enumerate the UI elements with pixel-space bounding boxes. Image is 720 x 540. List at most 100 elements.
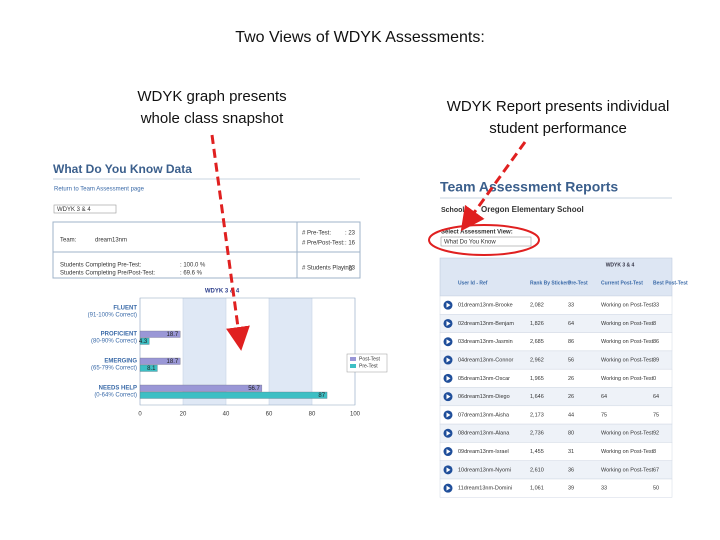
legend-label: Pre-Test bbox=[359, 363, 378, 369]
data-label: 8.1 bbox=[147, 366, 156, 372]
table-cell: 80 bbox=[568, 431, 574, 437]
play-icon bbox=[446, 375, 451, 381]
table-cell: 02dream13nm-Benjam bbox=[458, 321, 514, 327]
table-cell: 26 bbox=[568, 376, 574, 382]
category-range: (65-79% Correct) bbox=[91, 366, 137, 372]
table-cell: 39 bbox=[568, 486, 574, 492]
table-cell: 1,061 bbox=[530, 486, 544, 492]
wdyk-graph-screenshot: What Do You Know Data Return to Team Ass… bbox=[52, 162, 388, 418]
bar bbox=[139, 330, 181, 338]
table-cell: 2,610 bbox=[530, 467, 544, 473]
legend-swatch bbox=[350, 364, 356, 368]
chart-title: WDYK 3 & 4 bbox=[205, 289, 240, 295]
info-label: # Students Playing: bbox=[302, 266, 354, 272]
info-label: # Pre/Post-Test: bbox=[302, 241, 345, 247]
heading: What Do You Know Data bbox=[53, 162, 192, 176]
table-cell: 33 bbox=[653, 303, 659, 309]
table-cell: 1,826 bbox=[530, 321, 544, 327]
table-cell: 01dream13nm-Brooke bbox=[458, 303, 513, 309]
info-box bbox=[52, 221, 361, 279]
column-header: User Id - Ref bbox=[458, 280, 488, 286]
table-cell: 64 bbox=[653, 394, 659, 400]
info-label: Team: bbox=[60, 238, 77, 244]
info-label: Students Completing Pre-Test: bbox=[60, 263, 142, 269]
play-icon bbox=[446, 430, 451, 436]
bar bbox=[139, 391, 328, 399]
table-cell: 09dream13nm-Israel bbox=[458, 449, 509, 455]
table-cell: 03dream13nm-Jasmin bbox=[458, 339, 513, 345]
table-cell: 0 bbox=[653, 376, 656, 382]
caption: WDYK graph presents bbox=[137, 88, 286, 105]
category-label: NEEDS HELP bbox=[99, 386, 137, 392]
table-cell: 8 bbox=[653, 321, 656, 327]
plot-frame bbox=[139, 297, 356, 406]
bar bbox=[139, 337, 150, 345]
table-cell: 33 bbox=[601, 486, 607, 492]
table-cell: 8 bbox=[653, 449, 656, 455]
column-header: Best Post-Test bbox=[653, 280, 688, 286]
table-cell: 04dream13nm-Connor bbox=[458, 358, 514, 364]
table-cell: Working on Post-Test bbox=[601, 321, 654, 327]
table-cell: 67 bbox=[653, 467, 659, 473]
play-icon bbox=[446, 357, 451, 363]
category-range: (0-64% Correct) bbox=[94, 393, 137, 399]
table-cell: 2,173 bbox=[530, 412, 544, 418]
play-icon bbox=[446, 467, 451, 473]
legend-box bbox=[346, 353, 388, 373]
info-value: dream13nm bbox=[95, 238, 127, 244]
dropdown[interactable] bbox=[53, 204, 117, 214]
play-icon bbox=[446, 394, 451, 400]
view-label: Select Assessment View: bbox=[441, 230, 513, 236]
x-tick-label: 40 bbox=[223, 412, 230, 418]
table-cell: 50 bbox=[653, 486, 659, 492]
table-cell: 10dream13nm-Nyomi bbox=[458, 467, 511, 473]
column-header: Rank By Stickers bbox=[530, 280, 571, 286]
play-icon bbox=[446, 339, 451, 345]
link[interactable]: Return to Team Assessment page bbox=[54, 187, 145, 193]
table-row bbox=[439, 478, 673, 498]
table-cell: 64 bbox=[568, 321, 574, 327]
table-cell: Working on Post-Test bbox=[601, 339, 654, 345]
data-label: 4.3 bbox=[139, 339, 148, 345]
table-cell: 11dream13nm-Domini bbox=[458, 486, 512, 492]
info-label: Students Completing Pre/Post-Test: bbox=[60, 271, 155, 277]
table-cell: Working on Post-Test bbox=[601, 431, 654, 437]
dropdown[interactable] bbox=[440, 236, 532, 247]
table-cell: 08dream13nm-Alana bbox=[458, 431, 510, 437]
arrow bbox=[460, 141, 527, 232]
table-cell: 1,965 bbox=[530, 376, 544, 382]
school-label: School: bbox=[441, 207, 467, 214]
info-value: : 23 bbox=[345, 266, 356, 272]
table-cell: 75 bbox=[653, 412, 659, 418]
heading: Team Assessment Reports bbox=[440, 179, 618, 195]
bar bbox=[139, 384, 263, 392]
table-cell: Working on Post-Test bbox=[601, 303, 654, 309]
table-cell: 86 bbox=[653, 339, 659, 345]
slide-title: Two Views of WDYK Assessments: bbox=[235, 29, 485, 46]
table-cell: 75 bbox=[601, 412, 607, 418]
table-cell: 06dream13nm-Diego bbox=[458, 394, 510, 400]
table-header-bg bbox=[439, 257, 673, 297]
data-label: 18.7 bbox=[167, 359, 179, 365]
data-label: 56.7 bbox=[248, 386, 260, 392]
table-cell: 44 bbox=[568, 412, 574, 418]
column-header: Pre-Test bbox=[568, 280, 588, 286]
column-header: Current Post-Test bbox=[601, 280, 643, 286]
category-range: (80-90% Correct) bbox=[91, 339, 137, 345]
play-icon bbox=[446, 485, 451, 491]
group-header: WDYK 3 & 4 bbox=[606, 262, 635, 268]
table-cell: 33 bbox=[568, 303, 574, 309]
table-cell: 2,736 bbox=[530, 431, 544, 437]
table-cell: 05dream13nm-Oscar bbox=[458, 376, 510, 382]
info-value: : 16 bbox=[345, 241, 356, 247]
play-icon bbox=[446, 412, 451, 418]
caption: whole class snapshot bbox=[140, 110, 284, 127]
info-label: # Pre-Test: bbox=[302, 231, 331, 237]
info-value: : 23 bbox=[345, 231, 356, 237]
table-cell: 64 bbox=[601, 394, 607, 400]
table-cell: 56 bbox=[568, 358, 574, 364]
x-tick-label: 100 bbox=[350, 412, 361, 418]
table-cell: 26 bbox=[568, 394, 574, 400]
